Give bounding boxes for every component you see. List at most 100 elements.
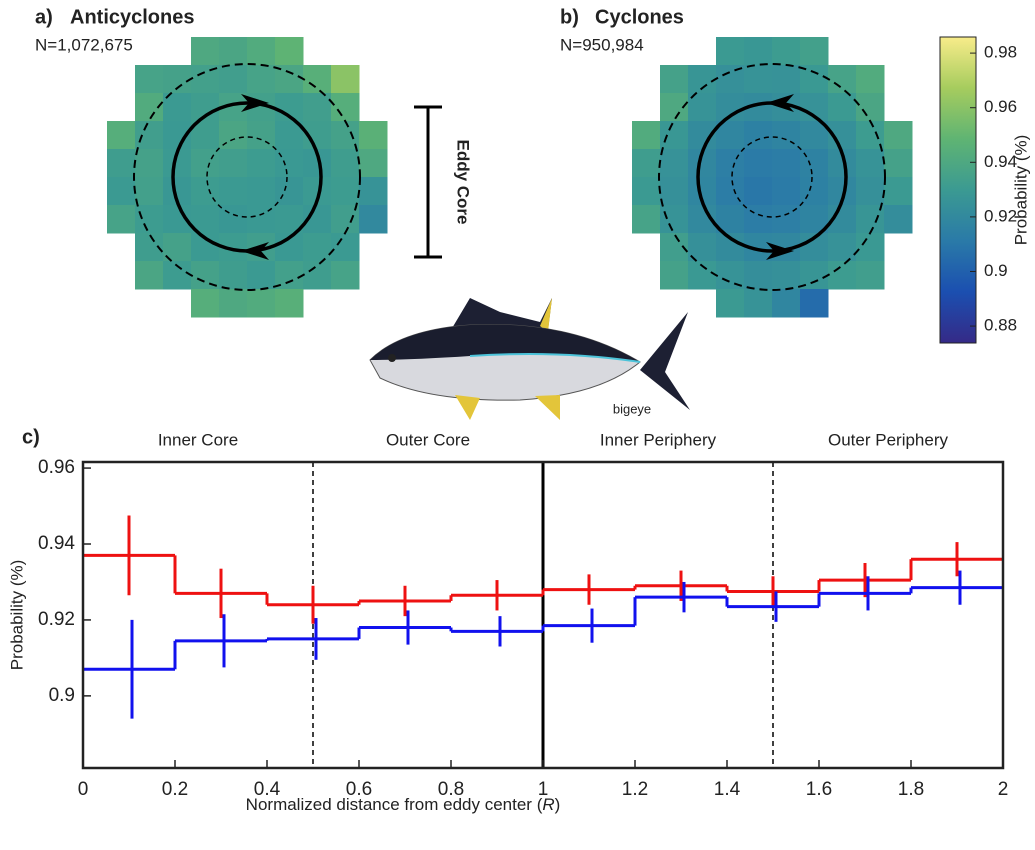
heatmap-cell — [744, 37, 773, 66]
heatmap-cell — [856, 149, 885, 178]
heatmap-cell — [632, 149, 661, 178]
heatmap-cell — [247, 289, 276, 318]
heatmap-cell — [856, 177, 885, 206]
heatmap-cell — [303, 65, 332, 94]
heatmap-cell — [219, 289, 248, 318]
heatmap-cell — [191, 149, 220, 178]
heatmap-cell — [660, 205, 689, 234]
x-tick-label: 2 — [998, 779, 1009, 800]
x-tick-label: 0.8 — [438, 779, 464, 800]
heatmap-cell — [632, 205, 661, 234]
heatmap-cell — [247, 177, 276, 206]
heatmap-cell — [744, 261, 773, 290]
heatmap-cell — [107, 205, 136, 234]
colorbar-tick-label: 0.96 — [984, 97, 1017, 116]
heatmap-cell — [331, 149, 360, 178]
heatmap-cell — [856, 261, 885, 290]
heatmap-cell — [359, 205, 388, 234]
panel-label: b) — [560, 6, 579, 28]
heatmap-cell — [716, 37, 745, 66]
heatmap-cell — [303, 233, 332, 262]
page: bigeye Eddy Core Normalized distance fro… — [0, 0, 1035, 850]
heatmap-cell — [828, 261, 857, 290]
eye — [388, 354, 396, 362]
heatmap-cell — [632, 121, 661, 150]
x-tick-label: 1.2 — [622, 779, 648, 800]
heatmap-cell — [772, 261, 801, 290]
heatmap-cell — [135, 121, 164, 150]
region-label: Inner Periphery — [600, 430, 717, 449]
heatmap-cell — [135, 149, 164, 178]
heatmap-cell — [884, 177, 913, 206]
heatmap-cell — [275, 37, 304, 66]
heatmap-cell — [800, 37, 829, 66]
heatmap-cell — [247, 121, 276, 150]
heatmap-cell — [219, 177, 248, 206]
heatmap-cell — [191, 289, 220, 318]
x-tick-label: 1 — [538, 779, 549, 800]
second-dorsal — [540, 298, 552, 332]
heatmap-cell — [359, 149, 388, 178]
heatmap-cell — [247, 37, 276, 66]
heatmap-cell — [884, 149, 913, 178]
heatmap-cell — [219, 149, 248, 178]
scale-label: Eddy Core — [454, 139, 473, 224]
colorbar-tick-label: 0.9 — [984, 261, 1008, 280]
heatmap-cell — [331, 177, 360, 206]
scale-bar — [414, 107, 442, 257]
x-tick-label: 0 — [78, 779, 89, 800]
heatmap-cell — [247, 149, 276, 178]
x-tick-label: 1.6 — [806, 779, 832, 800]
panel-subtitle: N=950,984 — [560, 35, 644, 54]
heatmap-cell — [828, 65, 857, 94]
heatmap-cell — [275, 177, 304, 206]
heatmap-cell — [331, 233, 360, 262]
heatmap-cell — [660, 261, 689, 290]
heatmap-cell — [660, 65, 689, 94]
heatmap-cell — [660, 177, 689, 206]
heatmap-cell — [660, 121, 689, 150]
heatmap-cell — [856, 233, 885, 262]
x-label-part: ) — [555, 795, 561, 814]
colorbar-tick-label: 0.98 — [984, 43, 1017, 62]
heatmap-cell — [772, 121, 801, 150]
heatmap-cell — [219, 65, 248, 94]
heatmap-cell — [331, 261, 360, 290]
region-label: Outer Periphery — [828, 430, 948, 449]
heatmap-cell — [359, 121, 388, 150]
region-label: Outer Core — [386, 430, 470, 449]
heatmap-cell — [856, 93, 885, 122]
heatmap-cell — [135, 177, 164, 206]
heatmap-cell — [331, 65, 360, 94]
heatmap-cell — [800, 289, 829, 318]
heatmap-cell — [744, 177, 773, 206]
y-axis-label: Probability (%) — [7, 560, 26, 671]
heatmap-cell — [219, 261, 248, 290]
panel-label: c) — [22, 426, 40, 448]
heatmap-cell — [772, 289, 801, 318]
y-tick-label: 0.96 — [38, 457, 75, 478]
heatmap-cell — [135, 205, 164, 234]
tail — [640, 312, 690, 410]
heatmap-cell — [856, 65, 885, 94]
x-tick-label: 0.4 — [254, 779, 281, 800]
heatmap-cell — [359, 177, 388, 206]
y-tick-label: 0.92 — [38, 609, 75, 630]
heatmap-cell — [303, 93, 332, 122]
heatmap-cell — [772, 177, 801, 206]
x-tick-label: 1.4 — [714, 779, 741, 800]
heatmap-cell — [191, 37, 220, 66]
heatmap-cell — [772, 65, 801, 94]
heatmap-cell — [331, 93, 360, 122]
colorbar — [940, 37, 976, 343]
heatmap-cell — [107, 177, 136, 206]
heatmap-cell — [219, 205, 248, 234]
heatmap-cell — [800, 177, 829, 206]
x-label-part: Normalized distance from eddy center ( — [246, 795, 543, 814]
heatmap-cell — [744, 65, 773, 94]
y-tick-label: 0.9 — [49, 685, 75, 706]
colorbar-tick-label: 0.88 — [984, 316, 1017, 335]
heatmap-cell — [107, 149, 136, 178]
heatmap-cell — [828, 233, 857, 262]
x-axis-label: Normalized distance from eddy center (R) — [246, 795, 561, 814]
